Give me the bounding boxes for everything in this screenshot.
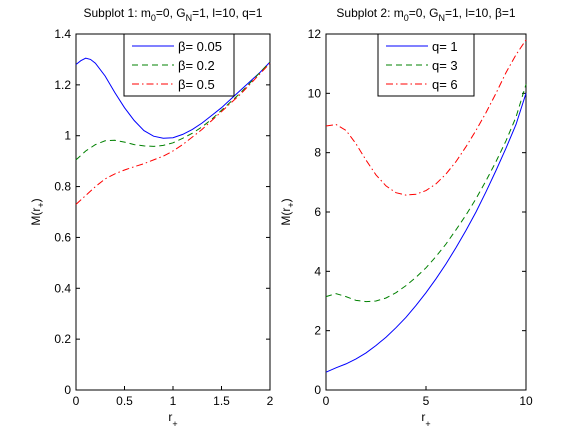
x-axis-label: r+	[421, 410, 430, 429]
y-tick-label: 1	[64, 129, 71, 143]
series-line-1	[325, 93, 527, 373]
legend-label-3: β= 0.5	[178, 77, 215, 92]
x-tick-label: 0	[73, 394, 80, 408]
x-tick-label: 5	[423, 394, 430, 408]
y-tick-label: 1.2	[54, 78, 71, 92]
y-tick-label: 4	[314, 264, 321, 278]
title-text: Subplot 2: m	[336, 6, 403, 20]
title-text: =1, l=10, q=1	[192, 6, 263, 20]
y-tick-label: 0.4	[54, 281, 71, 295]
y-tick-label: 0.2	[54, 332, 71, 346]
y-axis-label-text: M(r	[29, 208, 43, 226]
y-tick-label: 8	[314, 146, 321, 160]
legend: q= 1 q= 3 q= 6	[377, 33, 475, 97]
series-line-2	[325, 84, 527, 303]
y-tick-label: 1.4	[54, 27, 71, 41]
title-text: =1, l=10, β=1	[445, 6, 516, 20]
series-line-3	[325, 39, 527, 196]
x-tick-label: 1	[170, 394, 177, 408]
legend-label-1: q= 1	[432, 39, 458, 54]
y-tick-label: 0.8	[54, 180, 71, 194]
y-axis-label: M(r+)	[279, 198, 296, 225]
title-text: =0, G	[156, 6, 186, 20]
series-line-3	[75, 62, 271, 205]
y-axis-label-subscript: +	[286, 202, 296, 207]
legend-label-1: β= 0.05	[178, 39, 222, 54]
y-axis-label-text: )	[279, 198, 293, 202]
title-subscript: N	[438, 13, 445, 23]
x-axis-label-text: r	[168, 410, 172, 424]
x-tick-label: 10	[519, 394, 533, 408]
x-axis-label-text: r	[421, 410, 425, 424]
y-tick-label: 10	[308, 86, 322, 100]
x-axis-label: r+	[168, 410, 177, 429]
y-axis-label-text: )	[29, 198, 43, 202]
legend: β= 0.05 β= 0.2 β= 0.5	[123, 33, 235, 97]
y-tick-label: 6	[314, 205, 321, 219]
x-tick-label: 2	[267, 394, 274, 408]
x-tick-label: 0.5	[116, 394, 133, 408]
x-tick-label: 1.5	[213, 394, 230, 408]
x-axis-label-subscript: +	[425, 419, 430, 429]
x-tick-label: 0	[323, 394, 330, 408]
title-subscript: N	[186, 13, 193, 23]
y-tick-label: 0.6	[54, 230, 71, 244]
chart-title: Subplot 1: m0=0, GN=1, l=10, q=1	[84, 6, 263, 23]
title-subscript: 0	[151, 13, 156, 23]
series-line-2	[75, 61, 271, 161]
y-tick-label: 0	[314, 383, 321, 397]
y-tick-label: 2	[314, 324, 321, 338]
legend-label-3: q= 6	[432, 77, 458, 92]
x-axis-label-subscript: +	[172, 419, 177, 429]
legend-label-2: β= 0.2	[178, 58, 215, 73]
title-subscript: 0	[404, 13, 409, 23]
y-tick-label: 0	[64, 383, 71, 397]
title-text: =0, G	[409, 6, 439, 20]
y-axis-label: M(r+)	[29, 198, 46, 225]
title-text: Subplot 1: m	[84, 6, 151, 20]
chart-title: Subplot 2: m0=0, GN=1, l=10, β=1	[336, 6, 516, 23]
subplot-1: 0 0.5 1 1.5 2 0 0.2 0.4 0.6 0.8 1 1.2 1.4 Subplot 1: …	[29, 6, 274, 429]
y-axis-label-subscript: +	[36, 202, 46, 207]
legend-label-2: q= 3	[432, 58, 458, 73]
y-tick-label: 12	[308, 27, 322, 41]
y-axis-label-text: M(r	[279, 208, 293, 226]
